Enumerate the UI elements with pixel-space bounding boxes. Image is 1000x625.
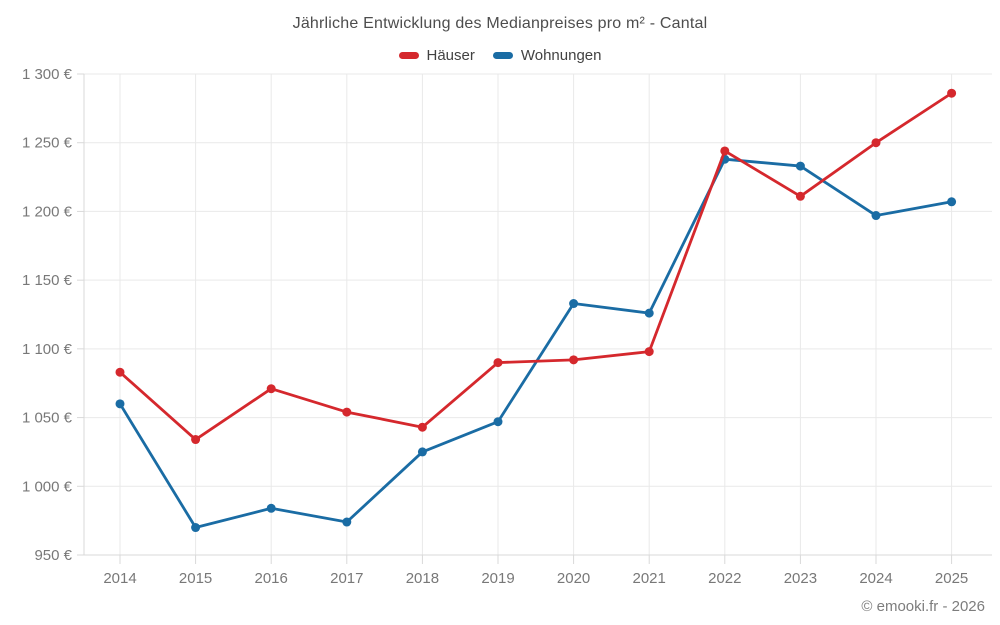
data-point-wohnungen-2025[interactable] <box>947 197 957 207</box>
data-point-wohnungen-2024[interactable] <box>871 211 881 221</box>
x-axis-label: 2016 <box>255 570 288 587</box>
data-point-häuser-2021[interactable] <box>644 347 654 357</box>
data-point-häuser-2025[interactable] <box>947 88 957 98</box>
x-axis-label: 2018 <box>406 570 439 587</box>
x-axis-label: 2021 <box>633 570 666 587</box>
x-axis-label: 2024 <box>859 570 892 587</box>
data-point-häuser-2023[interactable] <box>795 191 805 201</box>
x-axis-label: 2025 <box>935 570 968 587</box>
data-point-häuser-2018[interactable] <box>417 422 427 432</box>
x-axis-label: 2020 <box>557 570 590 587</box>
data-point-häuser-2022[interactable] <box>720 146 730 156</box>
legend-swatch-haeuser-icon <box>398 52 419 59</box>
x-axis-label: 2023 <box>784 570 817 587</box>
data-point-häuser-2024[interactable] <box>871 138 881 148</box>
data-point-häuser-2015[interactable] <box>191 435 201 445</box>
legend-item-haeuser[interactable]: Häuser <box>398 47 475 64</box>
y-axis-label: 1 000 € <box>22 478 73 495</box>
x-axis-label: 2014 <box>103 570 136 587</box>
data-point-häuser-2020[interactable] <box>569 355 579 365</box>
chart-title: Jährliche Entwicklung des Medianpreises … <box>292 15 708 32</box>
data-point-wohnungen-2014[interactable] <box>115 399 125 409</box>
data-point-wohnungen-2023[interactable] <box>795 161 805 171</box>
legend-label-wohnungen: Wohnungen <box>520 47 602 64</box>
data-point-wohnungen-2017[interactable] <box>342 517 352 527</box>
y-axis-label: 1 300 € <box>22 66 73 83</box>
y-axis-label: 1 100 € <box>22 341 73 358</box>
chart-legend: Häuser Wohnungen <box>0 47 1000 64</box>
y-axis-label: 950 € <box>34 547 72 564</box>
legend-swatch-wohnungen-icon <box>492 52 513 59</box>
y-axis-label: 1 250 € <box>22 135 73 152</box>
y-axis-label: 1 050 € <box>22 410 73 427</box>
data-point-wohnungen-2021[interactable] <box>644 308 654 318</box>
data-point-häuser-2016[interactable] <box>266 384 276 394</box>
data-point-häuser-2017[interactable] <box>342 407 352 417</box>
data-point-wohnungen-2015[interactable] <box>191 523 201 533</box>
y-axis-label: 1 200 € <box>22 203 73 220</box>
x-axis-label: 2019 <box>481 570 514 587</box>
data-point-häuser-2014[interactable] <box>115 367 125 377</box>
data-point-häuser-2019[interactable] <box>493 358 503 368</box>
legend-item-wohnungen[interactable]: Wohnungen <box>492 47 602 64</box>
legend-label-haeuser: Häuser <box>426 47 475 64</box>
series-line-wohnungen <box>118 157 953 529</box>
x-axis-label: 2017 <box>330 570 363 587</box>
data-point-wohnungen-2016[interactable] <box>266 503 276 513</box>
x-axis-label: 2015 <box>179 570 212 587</box>
data-point-wohnungen-2020[interactable] <box>569 299 579 309</box>
series-line-häuser <box>118 91 953 441</box>
x-axis-label: 2022 <box>708 570 741 587</box>
copyright-footer: © emooki.fr - 2026 <box>861 598 985 615</box>
data-point-wohnungen-2018[interactable] <box>417 447 427 457</box>
data-point-wohnungen-2019[interactable] <box>493 417 503 427</box>
y-axis-label: 1 150 € <box>22 272 73 289</box>
